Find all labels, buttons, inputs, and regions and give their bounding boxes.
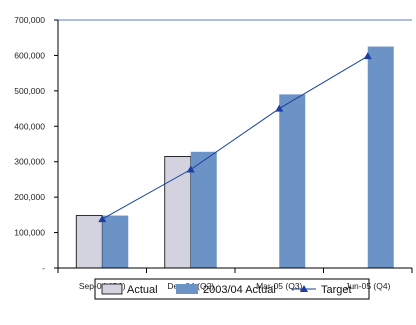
target-marker — [98, 215, 107, 223]
target-marker — [186, 165, 195, 173]
target-marker — [275, 104, 284, 112]
y-tick-label: 300,000 — [14, 157, 45, 167]
legend-swatch-2003-04-actual — [176, 284, 198, 294]
y-tick-label: 700,000 — [14, 15, 45, 25]
legend-label-actual: Actual — [127, 284, 158, 296]
target-line — [102, 55, 369, 220]
bar-actual — [164, 155, 192, 269]
legend: Actual 2003/04 Actual Target — [94, 278, 370, 300]
legend-label-target: Target — [321, 284, 352, 296]
y-tick-label: 500,000 — [14, 86, 45, 96]
legend-swatch-actual — [101, 283, 123, 295]
x-tick-label: Mar-05 (Q3) — [256, 281, 302, 291]
y-tick-label: - — [42, 263, 45, 273]
y-tick-label: 200,000 — [14, 192, 45, 202]
legend-marker-target — [300, 285, 308, 292]
bar-2003-04-actual — [102, 215, 129, 268]
bar-2003-04-actual — [367, 46, 394, 269]
y-tick-label: 100,000 — [14, 228, 45, 238]
legend-border — [94, 278, 370, 300]
y-tick-label: 600,000 — [14, 50, 45, 60]
bar-actual — [75, 215, 103, 269]
target-marker — [363, 52, 372, 60]
y-tick-label: 400,000 — [14, 121, 45, 131]
plot-area: - 100,000 200,000 300,000 400,000 500,000 600,… — [14, 15, 413, 291]
bar-2003-04-actual — [190, 151, 217, 268]
legend-label-2003-04-actual: 2003/04 Actual — [203, 284, 276, 296]
bar-2003-04-actual — [279, 94, 306, 269]
x-tick-label: Jun-05 (Q4) — [345, 281, 391, 291]
